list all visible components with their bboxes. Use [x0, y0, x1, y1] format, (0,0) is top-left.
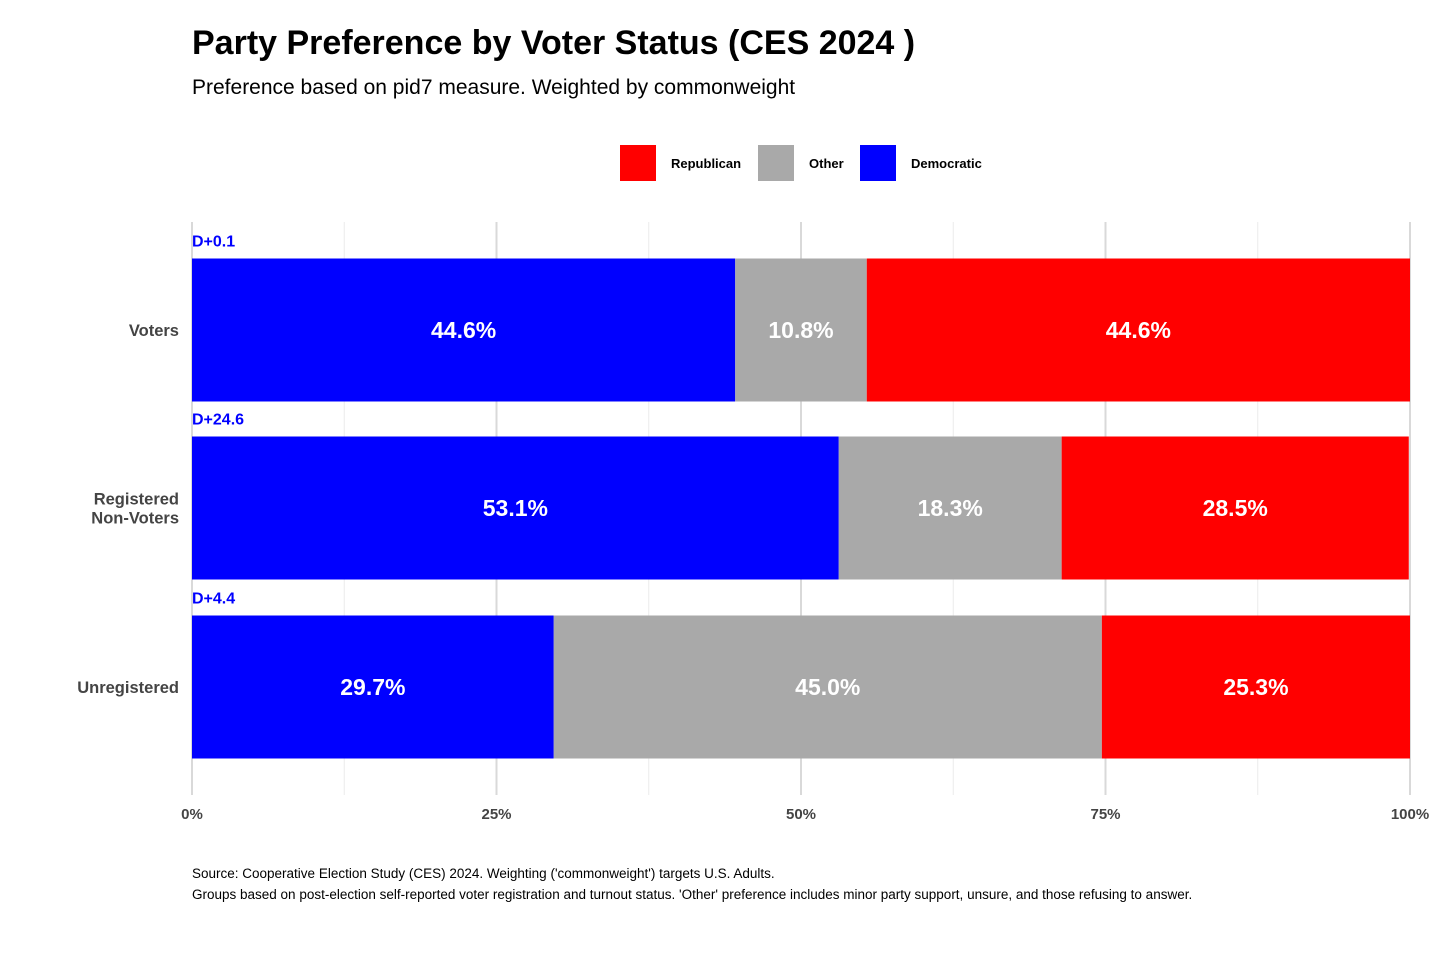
- data-label: 28.5%: [1203, 495, 1268, 521]
- data-label: 53.1%: [483, 495, 548, 521]
- y-tick-label: Voters: [129, 322, 179, 340]
- x-tick-label: 75%: [1090, 806, 1120, 823]
- margin-label: D+0.1: [192, 234, 235, 251]
- legend-label-republican: Republican: [671, 156, 741, 171]
- bar-other: [838, 436, 1062, 580]
- legend-swatch-other: [758, 145, 794, 181]
- x-tick-label: 100%: [1391, 806, 1429, 823]
- data-label: 25.3%: [1223, 674, 1288, 700]
- legend-label-other: Other: [809, 156, 844, 171]
- data-label: 45.0%: [795, 674, 860, 700]
- chart-title: Party Preference by Voter Status (CES 20…: [192, 24, 916, 62]
- legend-swatch-republican: [620, 145, 656, 181]
- y-tick-label: Unregistered: [77, 679, 179, 697]
- x-tick-label: 50%: [786, 806, 816, 823]
- x-tick-label: 0%: [181, 806, 203, 823]
- data-label: 10.8%: [768, 317, 833, 343]
- x-tick-label: 25%: [481, 806, 511, 823]
- margin-label: D+4.4: [192, 591, 235, 608]
- bar-democratic: [192, 258, 736, 402]
- margin-label: D+24.6: [192, 412, 244, 429]
- chart-subtitle: Preference based on pid7 measure. Weight…: [192, 76, 796, 99]
- bar-republican: [1061, 436, 1409, 580]
- bar-democratic: [192, 436, 839, 580]
- y-tick-label: Registered: [94, 491, 179, 509]
- bar-republican: [1101, 615, 1410, 759]
- bar-democratic: [192, 615, 554, 759]
- bar-other: [735, 258, 867, 402]
- y-tick-label: Non-Voters: [91, 510, 179, 528]
- legend-swatch-democratic: [860, 145, 896, 181]
- bar-republican: [866, 258, 1410, 402]
- source-caption: Source: Cooperative Election Study (CES)…: [192, 866, 775, 881]
- data-label: 44.6%: [1106, 317, 1171, 343]
- data-label: 29.7%: [340, 674, 405, 700]
- notes-caption: Groups based on post-election self-repor…: [192, 887, 1193, 902]
- bar-other: [553, 615, 1102, 759]
- legend-label-democratic: Democratic: [911, 156, 982, 171]
- data-label: 44.6%: [431, 317, 496, 343]
- data-label: 18.3%: [918, 495, 983, 521]
